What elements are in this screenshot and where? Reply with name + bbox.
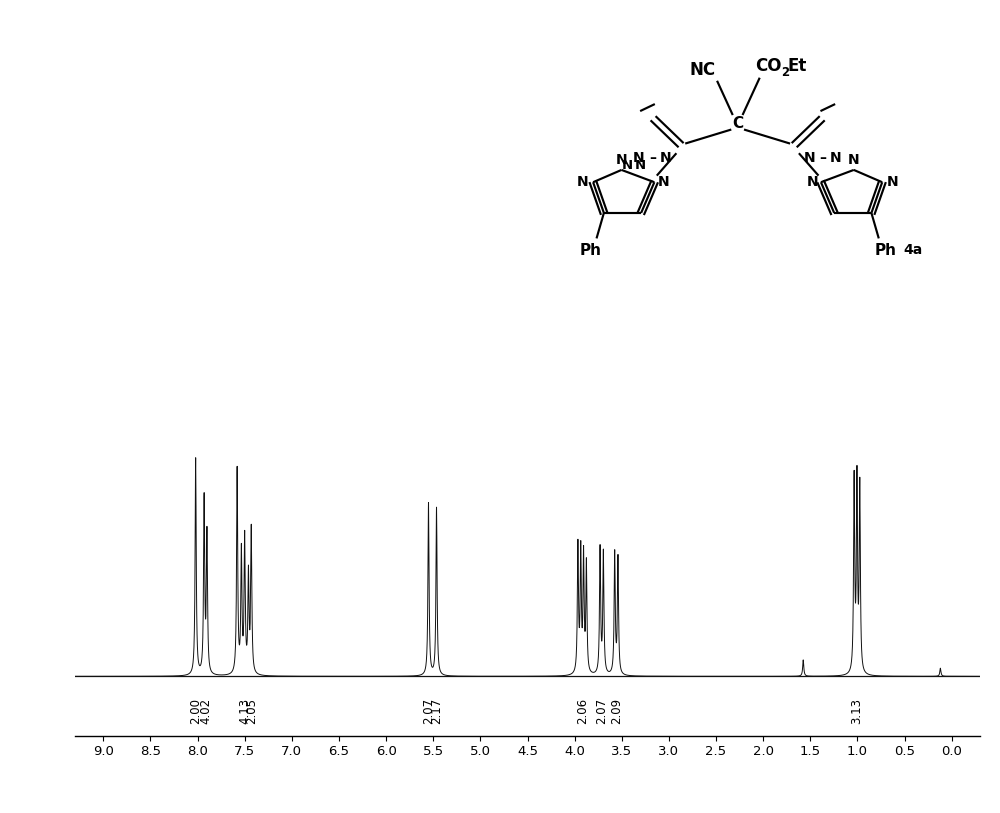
Text: N: N <box>622 159 633 172</box>
Text: 2: 2 <box>781 66 789 79</box>
Text: Ph: Ph <box>874 243 896 258</box>
Text: Et: Et <box>788 57 807 75</box>
Text: 3.13: 3.13 <box>850 698 863 724</box>
Text: NC: NC <box>689 61 715 79</box>
Text: N: N <box>632 150 644 164</box>
Text: N: N <box>804 150 815 164</box>
Text: 4.13: 4.13 <box>238 698 251 724</box>
Text: 2.06: 2.06 <box>576 698 589 724</box>
Text: 2.07: 2.07 <box>422 698 435 724</box>
Text: 2.00: 2.00 <box>189 698 202 724</box>
Text: 4a: 4a <box>903 243 923 257</box>
Text: C: C <box>732 116 743 132</box>
Text: N: N <box>806 176 818 189</box>
Text: 2.09: 2.09 <box>610 698 623 724</box>
Text: N: N <box>830 150 841 164</box>
Text: 4.02: 4.02 <box>199 698 212 724</box>
Text: N: N <box>660 150 671 164</box>
Text: N: N <box>848 154 860 167</box>
Text: Ph: Ph <box>579 243 601 258</box>
Text: CO: CO <box>755 57 781 75</box>
Text: –: – <box>819 150 826 164</box>
Text: 2.07: 2.07 <box>595 698 608 724</box>
Text: 2.17: 2.17 <box>430 698 443 724</box>
Text: N: N <box>657 176 669 189</box>
Text: N: N <box>577 176 588 189</box>
Text: –: – <box>649 150 656 164</box>
Text: N: N <box>887 176 899 189</box>
Text: N: N <box>635 159 646 172</box>
Text: 2.05: 2.05 <box>245 698 258 724</box>
Text: N: N <box>616 154 627 167</box>
